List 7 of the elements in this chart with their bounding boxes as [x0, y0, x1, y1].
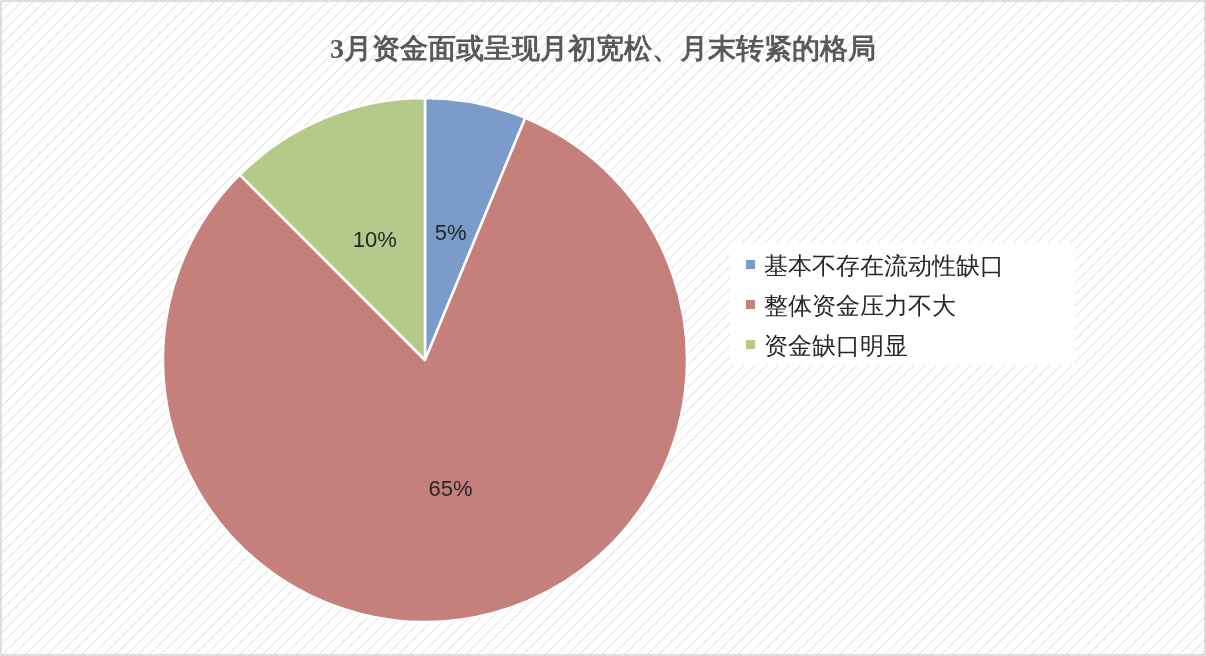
data-label: 5% [434, 219, 467, 245]
chart-title: 3月资金面或呈现月初宽松、月末转紧的格局 [330, 33, 876, 64]
legend-label: 整体资金压力不大 [764, 292, 956, 320]
legend-label: 资金缺口明显 [764, 332, 908, 360]
data-label: 65% [428, 476, 473, 502]
legend-label: 基本不存在流动性缺口 [764, 252, 1004, 280]
data-label: 10% [352, 226, 397, 252]
